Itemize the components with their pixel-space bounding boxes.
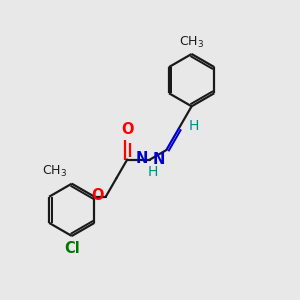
Text: N: N xyxy=(135,151,148,166)
Text: O: O xyxy=(91,188,103,203)
Text: H: H xyxy=(147,165,158,179)
Text: Cl: Cl xyxy=(64,241,80,256)
Text: O: O xyxy=(121,122,134,137)
Text: N: N xyxy=(152,152,165,166)
Text: CH$_3$: CH$_3$ xyxy=(179,35,204,50)
Text: CH$_3$: CH$_3$ xyxy=(42,164,67,179)
Text: H: H xyxy=(188,119,199,133)
